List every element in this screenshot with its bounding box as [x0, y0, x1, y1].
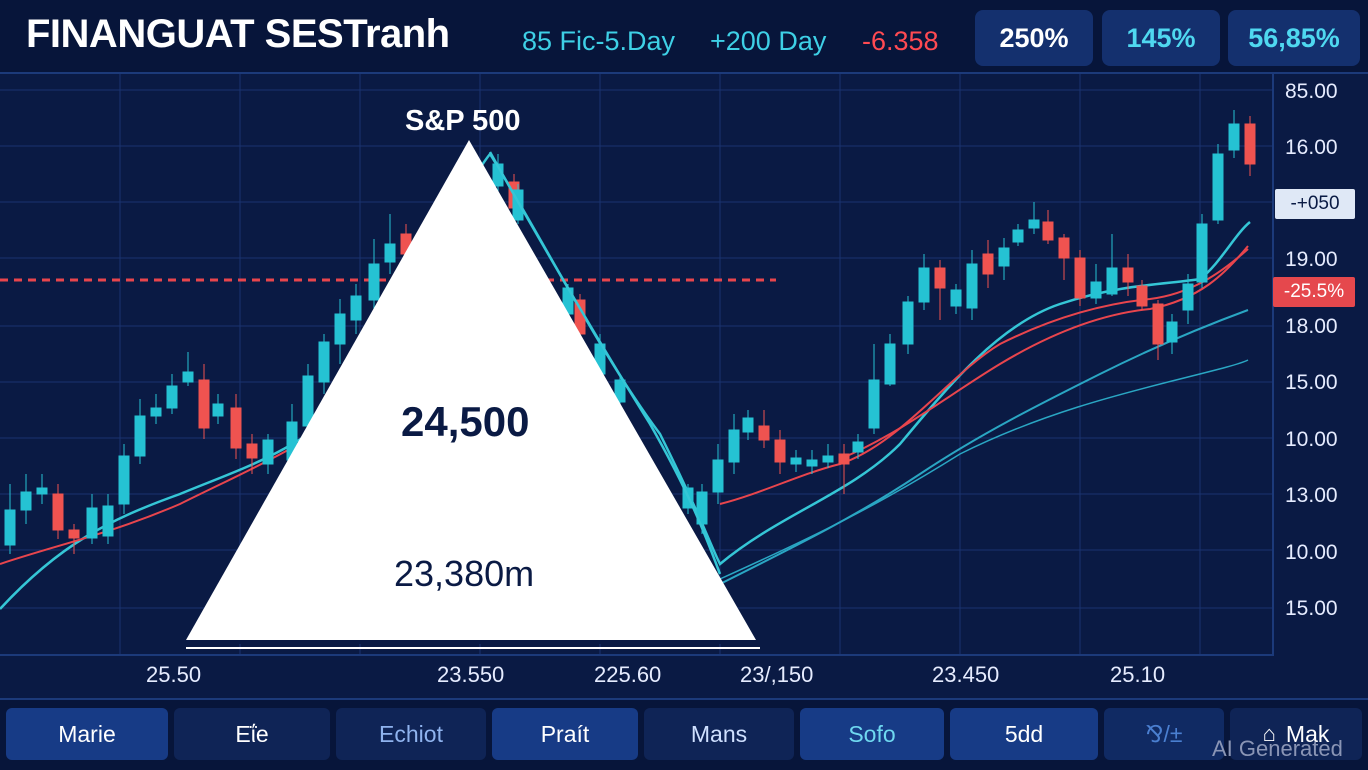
tab-label: Mak: [1285, 720, 1330, 747]
change-tag: -25.5%: [1273, 277, 1355, 307]
index-name: S&P 500: [405, 105, 521, 137]
tab-label: Sofo: [848, 720, 896, 747]
candles: [4, 110, 1256, 554]
metric-200-day: +200 Day: [710, 26, 827, 56]
bottom-tab-bar: Marie Eΐe Echiot Praít Mans Sofo 5dd ⅋/±…: [0, 698, 1368, 770]
x-tick-label: 225.60: [594, 662, 662, 687]
x-tick-label: 23.450: [932, 662, 1000, 687]
y-tick-label: 16.00: [1285, 136, 1338, 159]
y-tick-label: 85.00: [1285, 80, 1338, 103]
y-tick-label: 18.00: [1285, 315, 1338, 338]
index-main-value: 24,500: [401, 398, 530, 445]
ma-red-line-2: [839, 245, 1249, 460]
tab-label: Eΐe: [235, 720, 269, 747]
y-tick-label: 15.00: [1285, 597, 1338, 620]
y-tick-label: 13.00: [1285, 484, 1338, 507]
tab-label: Praít: [540, 720, 590, 747]
stat-pill-3[interactable]: 56,85%: [1228, 10, 1360, 66]
ma-teal-line: [0, 151, 1251, 610]
index-sub-value: 23,380m: [394, 553, 535, 594]
y-tick-label: 19.00: [1285, 248, 1338, 271]
tab-prait[interactable]: Praít: [492, 708, 638, 760]
tab-mak[interactable]: ⌂ Mak: [1230, 708, 1362, 760]
ma-slowest-line: [719, 359, 1249, 580]
metric-fib-5day: 85 Fic-5.Day: [522, 26, 676, 56]
tab-label: ⅋/±: [1145, 720, 1183, 747]
tab-label: Mans: [690, 720, 748, 747]
stat-pill-2[interactable]: 145%: [1102, 10, 1220, 66]
y-tick-label: 10.00: [1285, 428, 1338, 451]
metric-change: -6.358: [862, 26, 939, 56]
tab-label: 5dd: [1004, 720, 1044, 747]
tab-5dd[interactable]: 5dd: [950, 708, 1098, 760]
stat-pill-1[interactable]: 250%: [975, 10, 1093, 66]
x-tick-label: 25.10: [1110, 662, 1166, 687]
price-tag: -+050: [1275, 189, 1355, 219]
y-tick-label: 15.00: [1285, 371, 1338, 394]
chart-panel[interactable]: [0, 74, 1274, 656]
tab-echiot[interactable]: Echiot: [336, 708, 486, 760]
tab-symbol[interactable]: ⅋/±: [1104, 708, 1224, 760]
y-tick-label: 10.00: [1285, 541, 1338, 564]
x-tick-label: 23/,150: [740, 662, 814, 687]
candlestick-chart[interactable]: [0, 74, 1272, 654]
tab-ete[interactable]: Eΐe: [174, 708, 330, 760]
x-tick-label: 23.550: [437, 662, 505, 687]
tab-mans[interactable]: Mans: [644, 708, 794, 760]
tab-marie[interactable]: Marie: [6, 708, 168, 760]
top-bar: FINANGUAT SESTranh 85 Fic-5.Day +200 Day…: [0, 0, 1368, 74]
tab-label: Echiot: [379, 720, 443, 747]
home-icon: ⌂: [1262, 721, 1276, 746]
watermark: AI Generated: [1212, 736, 1343, 761]
x-tick-label: 25.50: [146, 662, 202, 687]
app-title: FINANGUAT SESTranh: [26, 12, 450, 56]
tab-sofo[interactable]: Sofo: [800, 708, 944, 760]
triangle-callout: [186, 140, 756, 640]
tab-label: Marie: [58, 720, 116, 747]
